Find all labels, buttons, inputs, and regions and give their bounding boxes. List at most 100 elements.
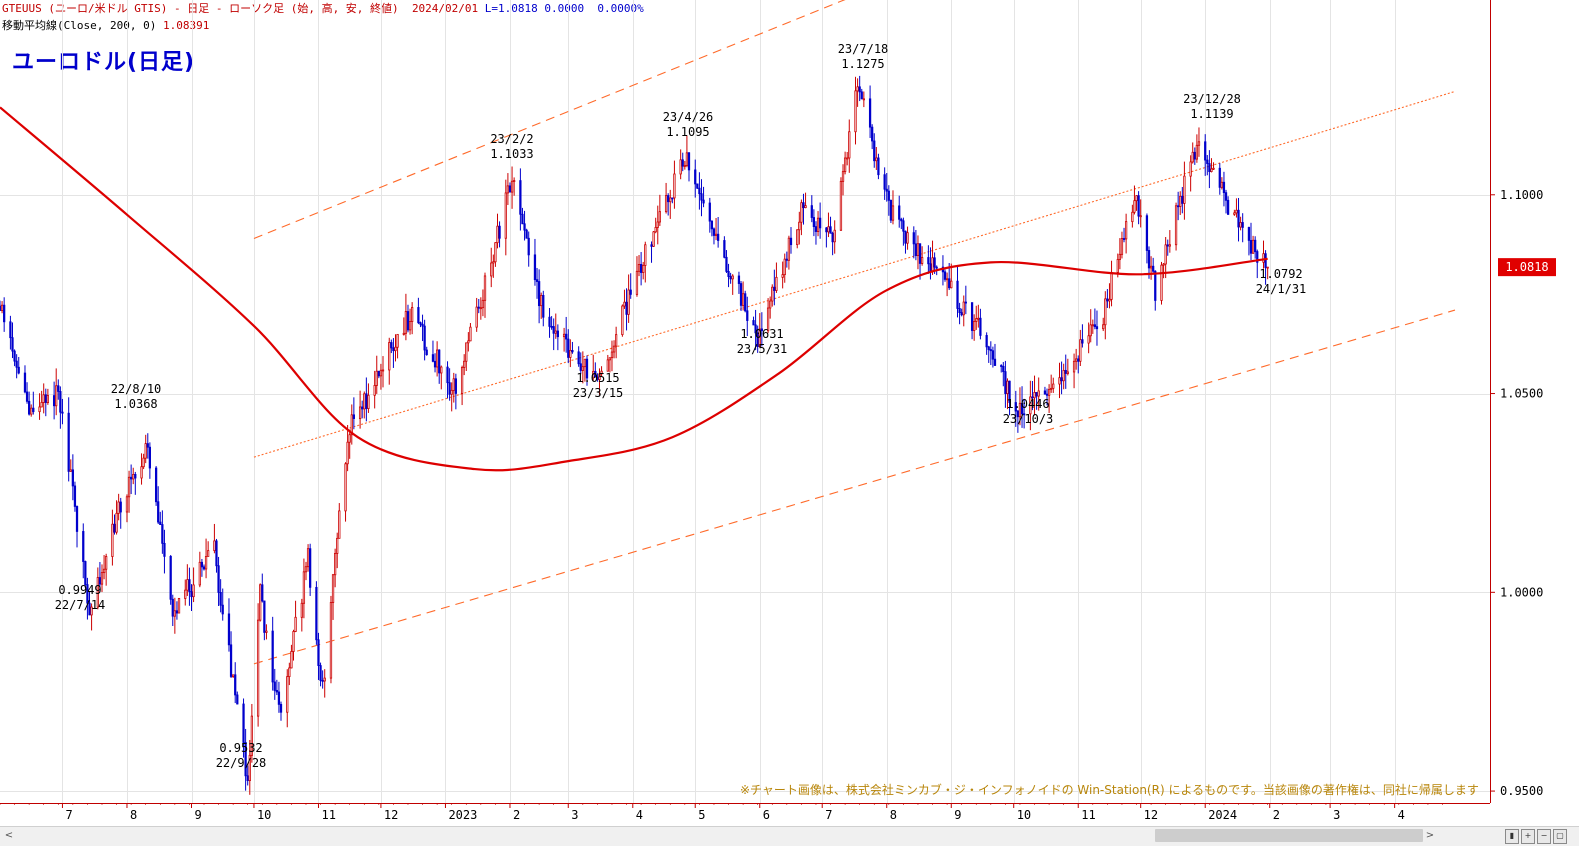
candle-body [931, 257, 934, 272]
candle-body [535, 279, 539, 282]
candle-body [331, 574, 335, 603]
candle-body [221, 604, 224, 615]
candle-body [594, 370, 597, 378]
candle-body [708, 202, 711, 222]
annotation-line2: 22/9/28 [216, 756, 267, 770]
candle-body [1204, 141, 1207, 161]
candle-body [319, 665, 322, 681]
candle-body [1137, 195, 1140, 217]
candle-body [86, 584, 89, 604]
horizontal-scrollbar[interactable]: < > ▮ + − ▢ [0, 826, 1579, 846]
candle-body [567, 338, 570, 358]
candle-body [419, 322, 422, 325]
candle-body [1149, 265, 1153, 269]
candle-body [113, 523, 116, 533]
candle-body [891, 205, 895, 221]
zoom-in-icon[interactable]: + [1521, 829, 1535, 844]
candle-body [1037, 390, 1040, 397]
candle-body [361, 406, 364, 410]
candle-body [494, 242, 497, 263]
candle-body [839, 180, 843, 231]
x-tick-label: 2024 [1208, 808, 1237, 822]
candle-body [731, 275, 734, 280]
scroll-right-arrow-icon[interactable]: > [1425, 830, 1435, 841]
candle-body [552, 326, 555, 334]
candle-body [729, 276, 732, 280]
candle-body [1064, 369, 1067, 374]
candle-body [157, 501, 160, 523]
candle-body [344, 463, 347, 512]
candle-body [1004, 371, 1007, 394]
candle-body [446, 366, 449, 384]
ma200-line [0, 106, 1268, 472]
annotation-line1: 23/4/26 [663, 110, 714, 124]
candle-body [40, 402, 43, 408]
annotation-line2: 23/5/31 [737, 342, 788, 356]
last-price-badge [1498, 258, 1556, 277]
scrollbar-thumb[interactable] [1155, 829, 1423, 842]
candle-body [739, 283, 743, 306]
candle-body [1043, 390, 1047, 395]
candle-body [475, 306, 478, 328]
candle-body [438, 349, 441, 374]
candle-body [1047, 388, 1051, 396]
candle-body [871, 126, 874, 142]
candle-body [192, 584, 195, 598]
candle-body [1152, 265, 1155, 272]
candle-body [694, 169, 697, 185]
candle-body [348, 434, 351, 443]
annotation-line1: 0.9532 [219, 741, 262, 755]
candle-body [490, 262, 493, 277]
candle-body [554, 330, 557, 334]
candle-body [621, 305, 624, 336]
candle-body [644, 244, 647, 266]
candle-body [664, 195, 668, 213]
chart-title: ユーロドル(日足) [12, 50, 196, 75]
candle-body [1266, 266, 1269, 269]
candle-body [175, 610, 179, 614]
candle-body [1066, 371, 1069, 374]
candle-body [496, 225, 499, 244]
candle-body [1191, 151, 1194, 163]
candle-body [277, 691, 281, 705]
candle-body [827, 226, 830, 233]
annotation-line1: 1.0792 [1259, 267, 1302, 281]
candle-body [669, 197, 672, 203]
candle-body [256, 619, 260, 717]
candle-body [1079, 339, 1082, 362]
candle-body [800, 202, 803, 223]
candle-body [346, 441, 349, 465]
candle-body [1206, 159, 1209, 164]
candle-body [236, 694, 239, 705]
y-tick-label: 1.1000 [1500, 188, 1543, 202]
candle-body [1087, 335, 1090, 344]
candle-body [388, 342, 391, 371]
candle-body [1239, 222, 1242, 228]
candle-body [846, 157, 849, 160]
candle-body [635, 270, 639, 295]
candle-body [1035, 392, 1038, 397]
candle-body [1177, 205, 1180, 208]
x-tick-label: 8 [890, 808, 897, 822]
candle-body [38, 406, 41, 413]
candle-body [148, 446, 151, 469]
candle-body [1052, 383, 1055, 389]
fit-icon[interactable]: ▢ [1553, 829, 1567, 844]
candle-body [581, 366, 584, 371]
candle-body [52, 395, 56, 407]
x-tick-label: 10 [1017, 808, 1031, 822]
scroll-left-arrow-icon[interactable]: < [4, 830, 14, 841]
candle-body [358, 406, 362, 419]
candle-body [848, 131, 851, 159]
candle-body [1104, 298, 1107, 326]
candle-body [754, 324, 757, 334]
x-tick-label: 12 [1144, 808, 1158, 822]
candle-body [377, 370, 380, 377]
candle-body [771, 286, 774, 302]
candle-body [508, 185, 512, 193]
marker-icon[interactable]: ▮ [1505, 829, 1519, 844]
zoom-out-icon[interactable]: − [1537, 829, 1551, 844]
candle-body [766, 307, 770, 332]
